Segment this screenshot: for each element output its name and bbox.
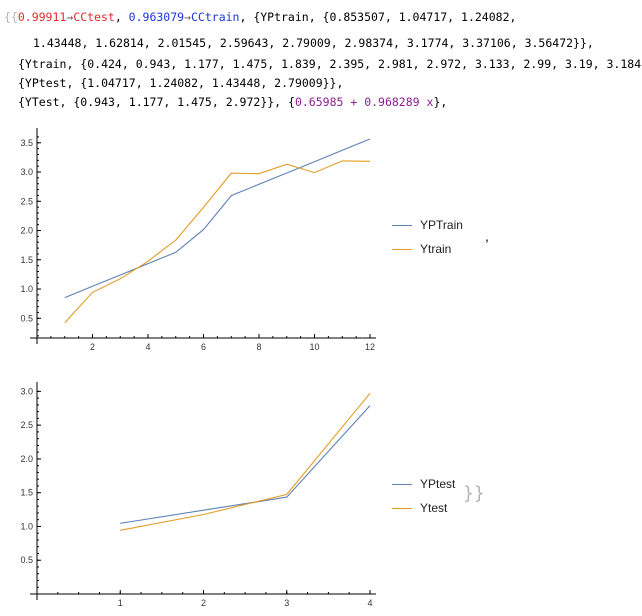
legend-test: YPtest Ytest bbox=[392, 472, 455, 520]
legend-swatch-yptest bbox=[392, 483, 412, 485]
x-tick-label: 8 bbox=[256, 342, 261, 350]
y-tick-label: 0.5 bbox=[20, 555, 33, 565]
x-tick-label: 6 bbox=[201, 342, 206, 350]
series-line-ytrain bbox=[64, 160, 371, 324]
cctest-label: CCtest bbox=[73, 10, 115, 24]
test-chart: 1 2 3 4 0.5 1.0 1.5 2.0 2.5 3.0 bbox=[20, 382, 376, 606]
x-tick-label: 4 bbox=[145, 342, 150, 350]
x-tick-label: 2 bbox=[90, 342, 95, 350]
y-tick-label: 3.0 bbox=[20, 167, 33, 177]
x-tick-label: 12 bbox=[365, 342, 375, 350]
legend-label-yptest: YPtest bbox=[420, 477, 456, 491]
output-line-1: {{0.99911→CCtest, 0.963079→CCtrain, {YPt… bbox=[4, 9, 516, 25]
y-tick-label: 2.5 bbox=[20, 420, 33, 430]
arrow-icon: → bbox=[66, 10, 74, 24]
x-tick-label: 1 bbox=[118, 598, 123, 606]
legend-train: YPTrain Ytrain bbox=[392, 213, 463, 261]
y-tick-label: 1.0 bbox=[20, 284, 33, 294]
separator: , bbox=[114, 10, 129, 24]
legend-swatch-yptrain bbox=[392, 224, 412, 226]
closing-brackets: }} bbox=[463, 483, 485, 504]
series-line-yptrain bbox=[64, 138, 371, 299]
plot-test: 1 2 3 4 0.5 1.0 1.5 2.0 2.5 3.0 bbox=[0, 376, 390, 606]
y-tick-label: 3.0 bbox=[20, 386, 33, 396]
legend-label-ytest: Ytest bbox=[420, 501, 448, 515]
cctrain-label: CCtrain bbox=[191, 10, 240, 24]
legend-item-ytrain: Ytrain bbox=[392, 237, 463, 261]
cctrain-value: 0.963079 bbox=[128, 10, 185, 24]
x-tick-label: 3 bbox=[284, 598, 289, 606]
open-brackets: {{ bbox=[4, 10, 18, 24]
output-comma: , bbox=[485, 228, 489, 244]
arrow-icon: → bbox=[184, 10, 191, 24]
y-tick-label: 2.0 bbox=[20, 226, 33, 236]
y-tick-label: 0.5 bbox=[20, 313, 33, 323]
plot-train: 2 4 6 8 10 12 0.5 1.0 1.5 2.0 2.5 3.0 3.5 bbox=[0, 120, 390, 350]
legend-item-ytest: Ytest bbox=[392, 496, 455, 520]
y-tick-label: 1.0 bbox=[20, 521, 33, 531]
yptrain-head: , {YPtrain, {0.853507, 1.04717, 1.24082, bbox=[239, 10, 517, 24]
cctest-value: 0.99911 bbox=[17, 10, 67, 24]
legend-label-ytrain: Ytrain bbox=[420, 242, 452, 256]
ytest-list: {YTest, {0.943, 1.177, 1.475, 2.972}}, { bbox=[18, 95, 295, 109]
legend-label-yptrain: YPTrain bbox=[420, 218, 463, 232]
x-tick-label: 2 bbox=[201, 598, 206, 606]
fit-close: }, bbox=[433, 95, 448, 109]
output-line-2: 1.43448, 1.62814, 2.01545, 2.59643, 2.79… bbox=[33, 36, 594, 50]
x-tick-label: 4 bbox=[367, 598, 372, 606]
x-tick-label: 10 bbox=[309, 342, 319, 350]
y-tick-label: 3.5 bbox=[20, 138, 33, 148]
series-line-yptest bbox=[120, 405, 371, 524]
y-tick-label: 2.0 bbox=[20, 454, 33, 464]
legend-item-yptrain: YPTrain bbox=[392, 213, 463, 237]
legend-item-yptest: YPtest bbox=[392, 472, 455, 496]
legend-swatch-ytrain bbox=[392, 248, 412, 250]
y-tick-label: 1.5 bbox=[20, 488, 33, 498]
series-line-ytest bbox=[120, 392, 371, 531]
fit-expression: 0.65985 + 0.968289 x bbox=[294, 95, 434, 109]
output-line-3: {Ytrain, {0.424, 0.943, 1.177, 1.475, 1.… bbox=[18, 57, 642, 71]
legend-swatch-ytest bbox=[392, 507, 412, 509]
y-tick-label: 1.5 bbox=[20, 255, 33, 265]
output-line-4: {YPtest, {1.04717, 1.24082, 1.43448, 2.7… bbox=[18, 76, 344, 90]
output-line-5: {YTest, {0.943, 1.177, 1.475, 2.972}}, {… bbox=[18, 94, 447, 110]
train-chart: 2 4 6 8 10 12 0.5 1.0 1.5 2.0 2.5 3.0 3.5 bbox=[20, 128, 376, 350]
y-tick-label: 2.5 bbox=[20, 196, 33, 206]
